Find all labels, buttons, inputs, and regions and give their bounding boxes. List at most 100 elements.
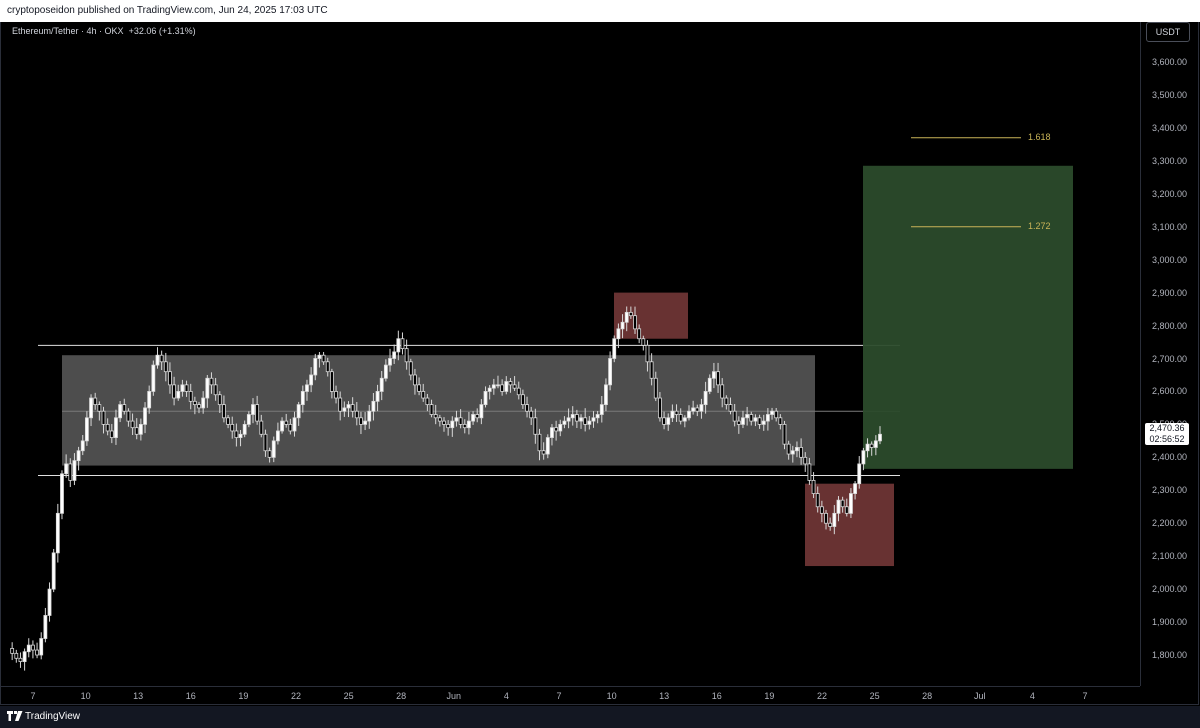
candle-body bbox=[400, 338, 405, 350]
candle-body bbox=[695, 407, 700, 412]
candle-body bbox=[620, 321, 625, 330]
candle-body bbox=[217, 394, 222, 406]
candle-body bbox=[255, 404, 260, 422]
candle-body bbox=[168, 371, 172, 386]
candle-body bbox=[703, 391, 708, 406]
price-chart[interactable] bbox=[0, 22, 1140, 686]
candle-body bbox=[778, 417, 783, 425]
candle-body bbox=[26, 644, 31, 653]
candle-body bbox=[853, 483, 857, 494]
candle-body bbox=[467, 420, 471, 429]
time-tick-label: 7 bbox=[556, 691, 562, 701]
price-axis[interactable]: 3,600.00 3,500.00 3,400.00 3,300.00 3,200.00… bbox=[1140, 22, 1200, 686]
candle-body bbox=[566, 417, 571, 422]
time-tick-label: 7 bbox=[30, 691, 36, 701]
candle-body bbox=[338, 397, 343, 412]
candle-body bbox=[367, 410, 372, 422]
candle-body bbox=[479, 404, 484, 419]
tradingview-brand[interactable]: TradingView bbox=[25, 711, 81, 722]
candle-body bbox=[442, 420, 446, 425]
candle-body bbox=[363, 420, 368, 425]
candle-body bbox=[84, 417, 89, 442]
candle-body bbox=[93, 397, 98, 406]
candle-body bbox=[300, 391, 305, 406]
price-tick-label: 3,500.00 bbox=[1151, 89, 1187, 100]
candle-body bbox=[172, 384, 176, 399]
candle-body bbox=[579, 417, 583, 422]
candle-body bbox=[180, 384, 185, 392]
candle-body bbox=[790, 450, 795, 455]
candle-body bbox=[39, 638, 44, 656]
candle-body bbox=[404, 348, 409, 363]
time-tick-label: 4 bbox=[1029, 691, 1035, 701]
time-tick-label: 7 bbox=[1082, 691, 1088, 701]
candle-body bbox=[471, 414, 475, 422]
candle-body bbox=[192, 400, 197, 406]
price-tick-label: 3,200.00 bbox=[1151, 188, 1187, 199]
candle-body bbox=[562, 420, 567, 425]
candle-body bbox=[745, 414, 750, 419]
range-box bbox=[62, 355, 815, 466]
candle-body bbox=[765, 414, 770, 422]
candle-body bbox=[824, 512, 828, 524]
candle-body bbox=[114, 417, 118, 438]
price-tick-label: 2,200.00 bbox=[1151, 518, 1187, 529]
price-tick-label: 2,000.00 bbox=[1151, 584, 1187, 595]
candle-body bbox=[396, 338, 401, 353]
candle-body bbox=[334, 391, 338, 399]
candle-body bbox=[143, 407, 147, 425]
candle-body bbox=[413, 374, 417, 386]
candle-body bbox=[707, 377, 712, 392]
candle-body bbox=[230, 423, 235, 432]
candle-body bbox=[550, 427, 554, 438]
candle-body bbox=[392, 351, 397, 359]
candle-body bbox=[176, 391, 181, 399]
time-tick-label: 19 bbox=[238, 691, 249, 701]
symbol-name: Ethereum/Tether · 4h · OKX bbox=[12, 26, 124, 36]
time-tick-label: 16 bbox=[185, 691, 196, 701]
candle-body bbox=[55, 512, 60, 554]
time-tick-label: 25 bbox=[869, 691, 880, 701]
candle-body bbox=[583, 417, 588, 425]
candle-body bbox=[371, 400, 376, 412]
price-tick-label: 3,400.00 bbox=[1151, 122, 1187, 133]
candle-body bbox=[712, 371, 716, 379]
candle-body bbox=[658, 397, 662, 419]
candle-body bbox=[558, 423, 563, 432]
candle-body bbox=[674, 410, 679, 415]
chart-frame bbox=[0, 22, 1199, 705]
candle-body bbox=[475, 414, 480, 419]
candle-body bbox=[633, 315, 637, 330]
time-axis[interactable]: 7 10 13 16 19 22 25 28 Jun 4 7 10 13 16 19 22 25 28 Jul 4 7 bbox=[0, 686, 1140, 707]
candle-body bbox=[878, 433, 882, 442]
time-tick-label: 10 bbox=[80, 691, 91, 701]
candle-body bbox=[276, 430, 280, 442]
candle-body bbox=[525, 404, 529, 412]
candle-body bbox=[450, 420, 455, 429]
candle-body bbox=[321, 354, 326, 363]
time-tick-label: 28 bbox=[922, 691, 933, 701]
candle-body bbox=[462, 423, 467, 429]
candle-body bbox=[662, 417, 666, 425]
candle-body bbox=[305, 384, 309, 392]
candle-body bbox=[10, 648, 15, 654]
candle-body bbox=[844, 506, 849, 514]
candle-body bbox=[138, 423, 143, 435]
fib-label-1618: 1.618 bbox=[1028, 131, 1051, 142]
candle-body bbox=[101, 410, 106, 425]
candle-body bbox=[520, 394, 525, 406]
candle-body bbox=[122, 404, 127, 412]
candle-body bbox=[616, 328, 621, 340]
candle-body bbox=[604, 384, 608, 406]
chart-area[interactable]: Ethereum/Tether · 4h · OKX +32.06 (+1.31… bbox=[0, 22, 1200, 706]
candle-body bbox=[259, 420, 264, 435]
currency-button[interactable]: USDT bbox=[1146, 22, 1190, 42]
candle-body bbox=[379, 377, 384, 392]
candle-body bbox=[736, 420, 741, 425]
candle-body bbox=[666, 417, 671, 425]
candle-body bbox=[728, 404, 733, 412]
candle-body bbox=[649, 361, 654, 379]
candle-body bbox=[109, 430, 114, 438]
candle-body bbox=[782, 423, 787, 445]
candle-body bbox=[31, 644, 35, 651]
